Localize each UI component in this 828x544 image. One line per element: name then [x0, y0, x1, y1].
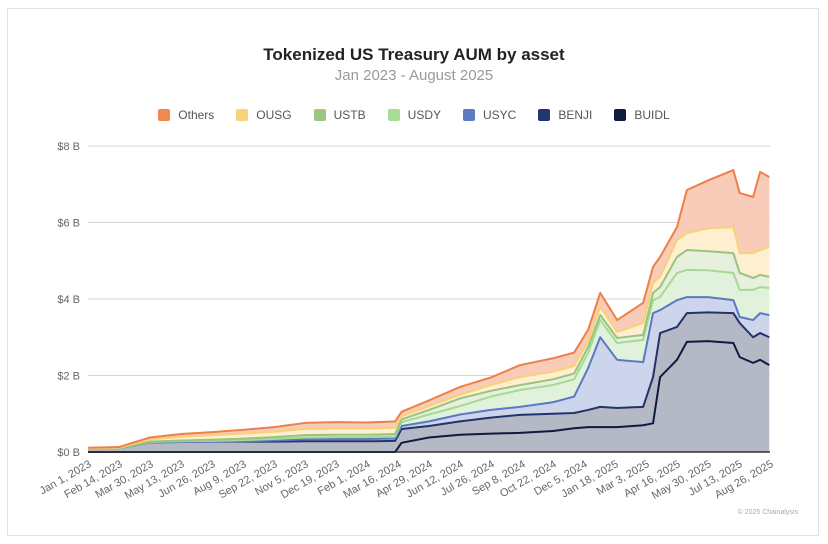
- legend-label: BENJI: [558, 108, 593, 122]
- legend-label: USDY: [407, 108, 441, 122]
- line-ustb: [87, 249, 770, 450]
- legend-swatch: [236, 109, 249, 121]
- legend-label: OUSG: [256, 108, 292, 122]
- y-tick-label: $8 B: [57, 141, 80, 153]
- legend-swatch: [463, 109, 475, 121]
- line-others: [87, 169, 770, 449]
- chart-card: [7, 8, 819, 536]
- area-usdy: [88, 269, 770, 449]
- legend-item-others[interactable]: Others: [158, 108, 214, 122]
- copyright: © 2025 Chainalysis: [737, 509, 798, 516]
- legend-item-ousg[interactable]: OUSG: [236, 108, 292, 122]
- y-tick-label: $0 B: [57, 447, 80, 459]
- line-usyc: [87, 296, 770, 450]
- legend: Others OUSG USTB USDY USYC BENJI BUIDL: [0, 108, 828, 122]
- legend-swatch: [313, 109, 326, 121]
- legend-item-usdy[interactable]: USDY: [387, 108, 441, 122]
- legend-item-buidl[interactable]: BUIDL: [614, 108, 670, 122]
- area-buidl: [88, 341, 770, 452]
- legend-item-benji[interactable]: BENJI: [538, 108, 592, 122]
- y-tick-label: $4 B: [57, 294, 80, 306]
- legend-item-usyc[interactable]: USYC: [463, 108, 516, 122]
- legend-label: Others: [178, 108, 215, 122]
- chart-subtitle: Jan 2023 - August 2025: [334, 67, 494, 84]
- chart-title: Tokenized US Treasury AUM by asset: [263, 45, 565, 64]
- area-others: [88, 170, 770, 449]
- legend-item-ustb[interactable]: USTB: [313, 108, 366, 122]
- area-benji: [88, 312, 770, 452]
- legend-label: BUIDL: [634, 108, 670, 122]
- legend-swatch: [614, 109, 627, 121]
- legend-swatch: [387, 109, 400, 121]
- legend-label: USYC: [483, 108, 517, 122]
- line-usdy: [87, 268, 770, 450]
- legend-label: USTB: [333, 108, 366, 122]
- line-ousg: [87, 226, 770, 450]
- area-ousg: [88, 227, 770, 449]
- y-tick-label: $2 B: [57, 371, 80, 383]
- legend-swatch: [158, 109, 171, 121]
- y-tick-label: $6 B: [57, 218, 80, 230]
- legend-swatch: [538, 109, 551, 121]
